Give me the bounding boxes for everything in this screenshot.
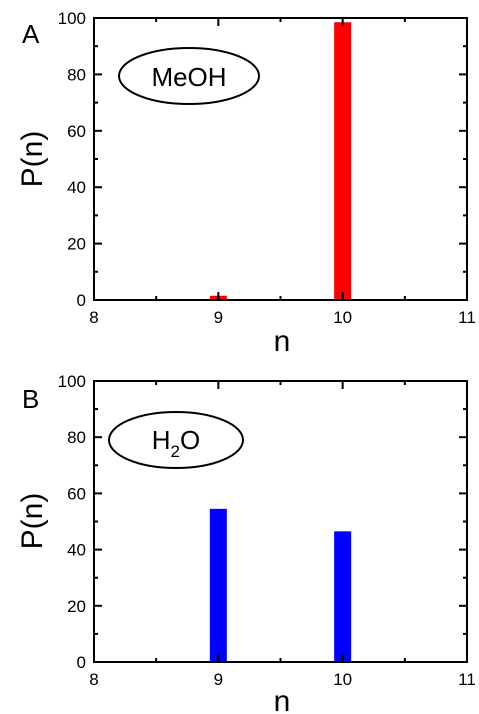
panel-a-y-tick-label-40: 40 bbox=[67, 178, 86, 197]
panel-b-y-tick-label-0: 0 bbox=[77, 653, 86, 672]
panel-b-x-tick-label-8: 8 bbox=[89, 670, 98, 689]
panel-b-x-tick-label-11: 11 bbox=[458, 670, 476, 689]
panel-a-ticks: 8 9 10 11 0 20 40 60 80 100 bbox=[58, 9, 476, 327]
panel-a-bar-n10 bbox=[334, 22, 352, 300]
panel-a-x-tick-label-9: 9 bbox=[214, 308, 223, 327]
panel-a-x-tick-label-8: 8 bbox=[89, 308, 98, 327]
panel-b-annotation: H2O bbox=[108, 411, 244, 469]
panel-b-ticks: 8 9 10 11 0 20 40 60 80 100 bbox=[58, 372, 476, 689]
panel-letter-b: B bbox=[22, 384, 39, 414]
panel-a: A 8 9 10 11 0 20 40 60 80 100 MeOH P(n) n bbox=[16, 9, 476, 358]
panel-a-x-axis-title: n bbox=[274, 325, 291, 358]
panel-b-bar-n9 bbox=[209, 508, 227, 662]
panel-b-y-tick-label-40: 40 bbox=[67, 541, 86, 560]
panel-a-y-tick-label-0: 0 bbox=[77, 291, 86, 310]
panel-a-y-tick-label-100: 100 bbox=[58, 9, 86, 28]
panel-a-plot-frame bbox=[93, 17, 468, 301]
panel-b-y-tick-label-60: 60 bbox=[67, 484, 86, 503]
annotation-label-b: H2O bbox=[152, 425, 200, 461]
panel-b-y-tick-label-20: 20 bbox=[67, 597, 86, 616]
panel-b-plot-frame bbox=[93, 380, 468, 663]
panel-b-x-axis-title: n bbox=[274, 685, 291, 714]
panel-a-y-axis-title: P(n) bbox=[16, 131, 49, 188]
panel-b: B 8 9 10 11 0 20 40 60 80 100 H2O P(n) n bbox=[16, 372, 476, 714]
panel-b-y-tick-label-100: 100 bbox=[58, 372, 86, 391]
panel-letter-a: A bbox=[22, 19, 40, 49]
panel-a-y-tick-label-80: 80 bbox=[67, 65, 86, 84]
panel-b-y-tick-label-80: 80 bbox=[67, 428, 86, 447]
panel-b-x-tick-label-9: 9 bbox=[214, 670, 223, 689]
panel-a-x-tick-label-11: 11 bbox=[458, 308, 476, 327]
panel-b-bar-n10 bbox=[334, 531, 352, 662]
panel-a-y-tick-label-60: 60 bbox=[67, 122, 86, 141]
annotation-ellipse-b bbox=[108, 411, 244, 469]
panel-b-y-axis-title: P(n) bbox=[16, 493, 49, 550]
annotation-label-a: MeOH bbox=[151, 62, 226, 92]
panel-a-x-tick-label-10: 10 bbox=[333, 308, 352, 327]
panel-a-annotation: MeOH bbox=[118, 47, 260, 105]
panel-a-marks bbox=[209, 22, 352, 300]
panel-a-y-tick-label-20: 20 bbox=[67, 235, 86, 254]
panel-b-marks bbox=[209, 508, 352, 662]
panel-b-x-tick-label-10: 10 bbox=[333, 670, 352, 689]
annotation-ellipse-a bbox=[118, 47, 260, 105]
